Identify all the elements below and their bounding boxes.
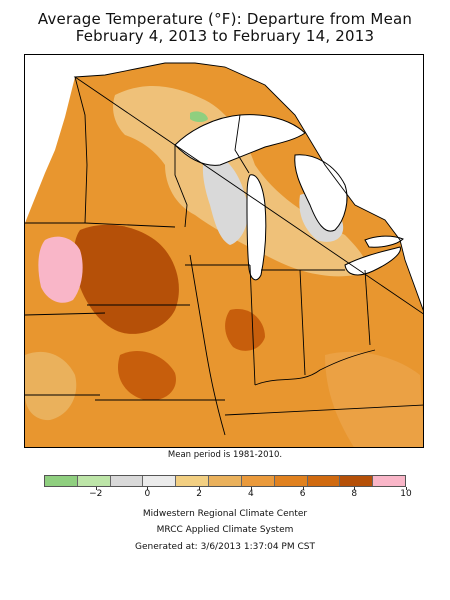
region-warm-core [73,224,179,334]
border-ohio-river [254,349,376,386]
region-southeast [325,351,423,447]
legend-tick [406,487,407,490]
border-il-in [249,264,256,386]
legend-swatch [143,476,177,486]
region-near-normal [202,154,249,245]
lake-ontario [364,235,404,248]
border-wi-mi [234,114,250,174]
region-warm-core-south [117,351,176,401]
projection-outline [73,62,423,315]
footer-generated-time: Generated at: 3/6/2013 1:37:04 PM CST [135,542,315,552]
legend-swatch [241,476,275,486]
lake-michigan [246,174,267,281]
region-negative [190,111,208,122]
region-warm-east [225,309,265,351]
border-ne-ks [25,312,106,316]
mean-period-note: Mean period is 1981-2010. [167,450,283,460]
legend-tick [147,487,149,490]
legend-swatch [307,476,341,486]
great-lakes [174,114,404,281]
legend-swatch [340,476,374,486]
legend-tick [199,487,201,490]
border-mn-ia [84,222,176,228]
legend-tick-label: 8 [351,489,358,499]
footer-center-name: Midwestern Regional Climate Center [142,509,308,519]
region-southwest [25,351,77,421]
border-in-oh [299,269,306,376]
region-base [25,63,423,447]
anomaly-field [25,63,423,447]
border-minnesota-west [74,76,88,224]
legend-tick-label: 2 [196,489,202,499]
legend-swatch [110,476,144,486]
legend-swatch [373,476,405,486]
border-mn-wi [174,145,188,228]
color-legend [44,475,406,487]
map-subtitle: February 4, 2013 to February 14, 2013 [75,27,375,45]
lake-superior [174,114,306,166]
legend-tick-label: 0 [144,489,151,499]
footer-system-name: MRCC Applied Climate System [156,525,294,535]
legend-swatch [209,476,242,486]
legend-swatch [274,476,308,486]
border-oh-pa [364,269,371,346]
state-borders [25,76,423,436]
legend-tick [302,487,304,490]
legend-swatch [77,476,111,486]
legend-tick [95,487,97,490]
legend-swatch [176,476,210,486]
region-hot-spot [38,236,83,303]
border-mississippi [189,254,226,436]
lake-huron [294,154,348,232]
legend-tick [354,487,356,490]
legend-tick-label: 6 [299,489,306,499]
map-title: Average Temperature (°F): Departure from… [37,10,413,28]
legend-swatch [45,476,78,486]
lake-erie [344,246,401,276]
legend-tick [250,487,252,490]
legend-tick-label: 10 [400,489,412,499]
legend-tick-label: −2 [89,489,103,499]
legend-tick-label: 4 [247,489,254,499]
border-ky-tn [224,404,423,416]
temperature-departure-map [24,54,424,448]
